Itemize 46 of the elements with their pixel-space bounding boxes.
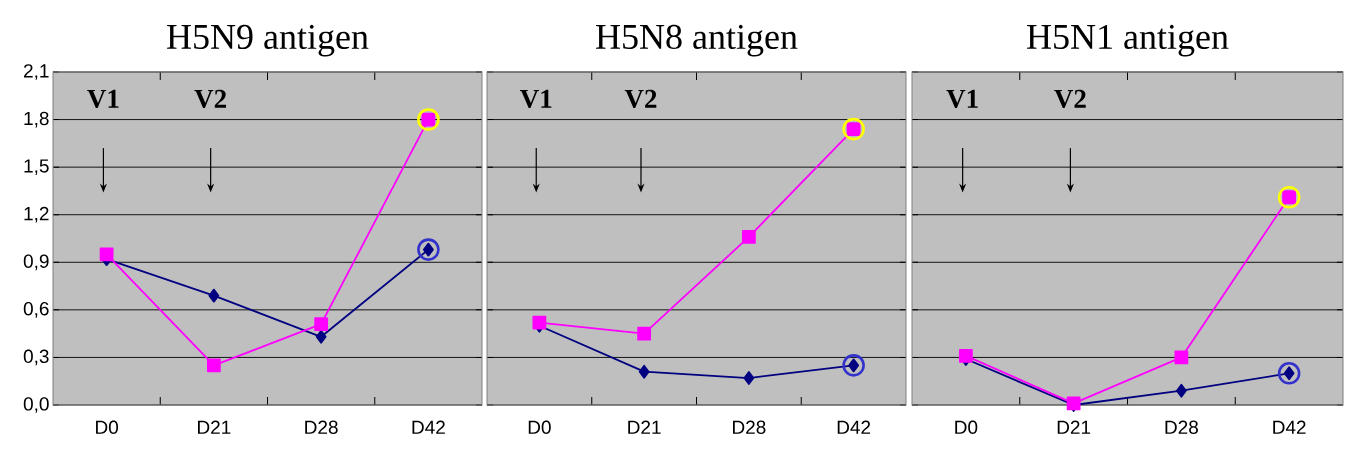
x-tick-label: D0 <box>955 420 978 434</box>
annotation: V2 <box>1054 89 1086 109</box>
point <box>1174 350 1189 365</box>
x-tick-label: D42 <box>837 420 871 434</box>
point <box>638 364 650 379</box>
x-tick-label: D0 <box>96 420 119 434</box>
x-tick-label: D0 <box>528 420 551 434</box>
y-tick-label: 0,9 <box>23 254 49 271</box>
y-tick-label: 1,8 <box>24 111 49 128</box>
annotation: V2 <box>194 89 226 109</box>
x-tick-label: D21 <box>628 420 661 434</box>
point <box>417 238 440 261</box>
x-tick-label: D28 <box>733 420 766 434</box>
y-tick-label: 2,1 <box>24 64 49 80</box>
chart-title: H5N1 antigen <box>1027 24 1229 57</box>
y-tick-label: 1,2 <box>24 206 49 223</box>
point <box>842 354 865 377</box>
point <box>208 288 220 303</box>
x-tick-label: D28 <box>1165 420 1198 434</box>
x-tick-label: D42 <box>412 420 445 434</box>
point <box>315 329 327 344</box>
annotation: V1 <box>87 89 119 109</box>
point <box>206 358 221 373</box>
chart-title: H5N8 antigen <box>596 24 798 57</box>
point <box>958 348 973 363</box>
y-tick-label: 0,0 <box>23 397 49 413</box>
point <box>99 247 114 262</box>
point <box>637 326 652 341</box>
annotation: V2 <box>624 89 657 109</box>
y-tick-label: 0,3 <box>23 349 49 366</box>
x-tick-label: D28 <box>305 420 338 434</box>
x-tick-label: D42 <box>1273 420 1306 434</box>
point <box>314 317 329 332</box>
point <box>743 371 755 385</box>
y-tick-label: 1,5 <box>24 159 49 175</box>
x-tick-label: D21 <box>198 420 231 434</box>
annotation: V1 <box>946 89 978 109</box>
point <box>842 117 865 141</box>
annotation: V1 <box>520 89 552 109</box>
point <box>1277 185 1301 209</box>
point <box>1277 361 1301 385</box>
chart-title: H5N9 antigen <box>167 24 369 57</box>
point <box>741 230 756 244</box>
point <box>1175 383 1187 398</box>
y-tick-label: 0,6 <box>23 302 49 318</box>
x-tick-label: D21 <box>1057 420 1091 434</box>
